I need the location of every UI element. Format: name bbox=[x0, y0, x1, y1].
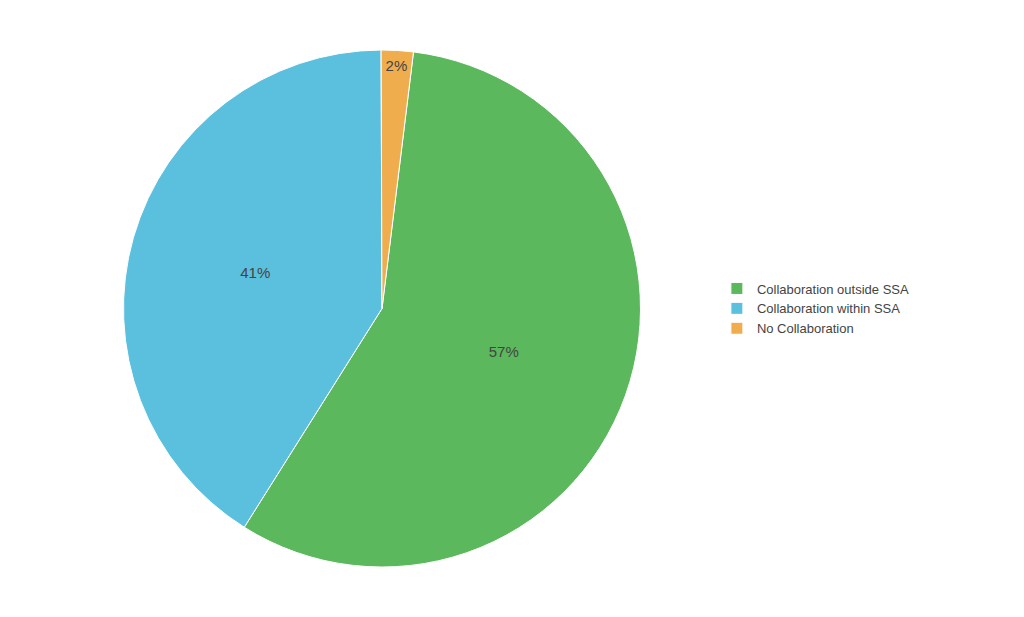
svg-text:2%: 2% bbox=[386, 57, 408, 74]
svg-text:57%: 57% bbox=[489, 343, 519, 360]
svg-text:Collaboration within SSA: Collaboration within SSA bbox=[757, 301, 900, 316]
svg-text:41%: 41% bbox=[240, 264, 270, 281]
svg-text:Collaboration outside SSA: Collaboration outside SSA bbox=[757, 282, 909, 297]
svg-text:No Collaboration: No Collaboration bbox=[757, 321, 854, 336]
